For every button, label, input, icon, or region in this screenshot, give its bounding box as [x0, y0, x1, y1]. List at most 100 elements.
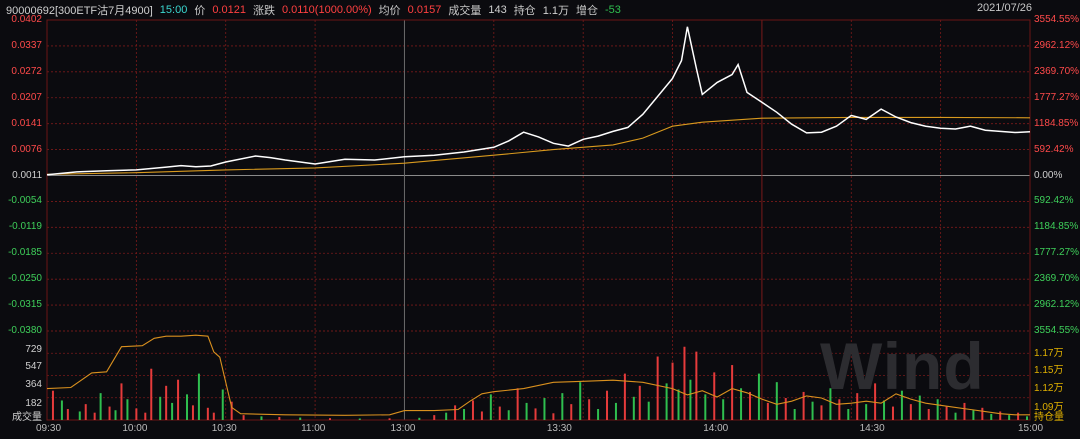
time-tick: 10:00 — [122, 423, 148, 434]
volume-tick-left: 547 — [25, 361, 42, 372]
volume-bar — [260, 416, 263, 420]
volume-bar — [177, 379, 180, 420]
volume-bar — [433, 415, 436, 420]
volume-bar — [108, 406, 111, 420]
price-tick-right: 1184.85% — [1034, 221, 1079, 233]
volume-bar — [874, 383, 877, 420]
price-tick-right: 1777.27% — [1034, 91, 1080, 103]
volume-bar — [230, 401, 233, 420]
volume-bar — [820, 405, 823, 420]
time-tick: 13:00 — [390, 423, 416, 434]
volume-tick-left: 成交量 — [12, 412, 42, 423]
volume-tick-left: 364 — [25, 379, 42, 390]
volume-bar — [856, 393, 859, 420]
average-price-line — [46, 116, 1031, 175]
quote-header: 90000692[300ETF沽7月4900] 15:00 价 0.0121 涨… — [6, 2, 621, 18]
change-label: 涨跌 — [252, 5, 275, 17]
price-tick-right: 3554.55% — [1034, 325, 1080, 336]
volume-bar — [159, 396, 162, 420]
volume-bar — [570, 404, 573, 420]
quote-time: 15:00 — [159, 4, 188, 16]
volume-bar — [418, 417, 421, 420]
volume-bar — [186, 394, 189, 420]
volume-bar — [757, 373, 760, 420]
volume-label: 成交量 — [448, 5, 482, 17]
price-line — [46, 26, 1031, 176]
volume-bar — [588, 399, 591, 420]
price-tick-left: -0.0185 — [8, 247, 42, 259]
avg-price-label: 均价 — [378, 5, 401, 17]
oi-change-label: 增仓 — [575, 5, 598, 17]
volume-bar — [60, 400, 63, 420]
oi-tick-right: 1.12万 — [1034, 383, 1064, 394]
volume-bar — [918, 395, 921, 420]
volume-bar — [638, 385, 641, 420]
volume-bar — [299, 417, 302, 420]
price-tick-left: 0.0337 — [11, 39, 42, 51]
volume-bar — [561, 393, 564, 420]
volume-bar — [480, 411, 483, 420]
volume-bar — [471, 400, 474, 420]
volume-bar — [498, 406, 501, 420]
open-interest-value: 1.1万 — [542, 5, 569, 17]
price-tick-left: -0.0380 — [8, 325, 42, 336]
price-tick-left: 0.0141 — [11, 117, 42, 129]
volume-bar — [165, 385, 168, 420]
price-tick-left: 0.0402 — [11, 14, 42, 25]
volume-bar — [981, 407, 984, 420]
volume-bar — [766, 402, 769, 420]
volume-bar — [144, 412, 147, 420]
price-tick-left: 0.0272 — [11, 65, 42, 77]
volume-bar — [704, 394, 707, 420]
volume-bar — [891, 406, 894, 420]
volume-bar — [445, 412, 448, 420]
volume-bar — [454, 405, 457, 420]
volume-bar — [999, 411, 1002, 420]
volume-bar — [51, 390, 54, 420]
volume-bars — [51, 346, 1029, 420]
volume-bar — [543, 398, 546, 420]
volume-bar — [811, 401, 814, 420]
time-tick: 15:00 — [1018, 423, 1044, 434]
volume-bar — [883, 400, 886, 420]
watermark: Wind — [820, 329, 985, 403]
price-tick-right: 2962.12% — [1034, 299, 1080, 311]
volume-bar — [150, 368, 153, 420]
price-tick-right: 0.00% — [1034, 169, 1063, 181]
volume-bar — [212, 412, 215, 420]
volume-bar — [579, 382, 582, 420]
time-tick: 11:00 — [301, 423, 326, 434]
volume-bar — [463, 409, 466, 420]
volume-bar — [740, 388, 743, 420]
volume-bar — [748, 391, 751, 420]
volume-bar — [865, 404, 868, 420]
price-tick-left: 0.0076 — [11, 143, 42, 155]
volume-bar — [552, 413, 555, 420]
volume-bar — [388, 418, 391, 420]
volume-bar — [328, 418, 331, 420]
open-interest-label: 持仓 — [513, 5, 536, 17]
volume-bar — [84, 404, 87, 420]
volume-bar — [671, 362, 674, 420]
volume-bar — [722, 399, 725, 420]
volume-bar — [614, 402, 617, 420]
volume-bar — [623, 373, 626, 420]
volume-bar — [683, 346, 686, 420]
volume-bar — [597, 409, 600, 420]
volume-bar — [197, 373, 200, 420]
volume-value: 143 — [488, 4, 507, 16]
volume-bar — [990, 413, 993, 420]
volume-bar — [632, 396, 635, 420]
volume-bar — [900, 390, 903, 420]
price-value: 0.0121 — [212, 4, 246, 16]
volume-bar — [909, 404, 912, 420]
volume-bar — [206, 407, 209, 420]
volume-bar — [695, 351, 698, 420]
oi-tick-right: 持仓量 — [1034, 412, 1064, 423]
volume-bar — [963, 402, 966, 420]
price-tick-right: 2962.12% — [1034, 39, 1080, 51]
volume-bar — [689, 379, 692, 420]
price-tick-right: 3554.55% — [1034, 14, 1080, 25]
